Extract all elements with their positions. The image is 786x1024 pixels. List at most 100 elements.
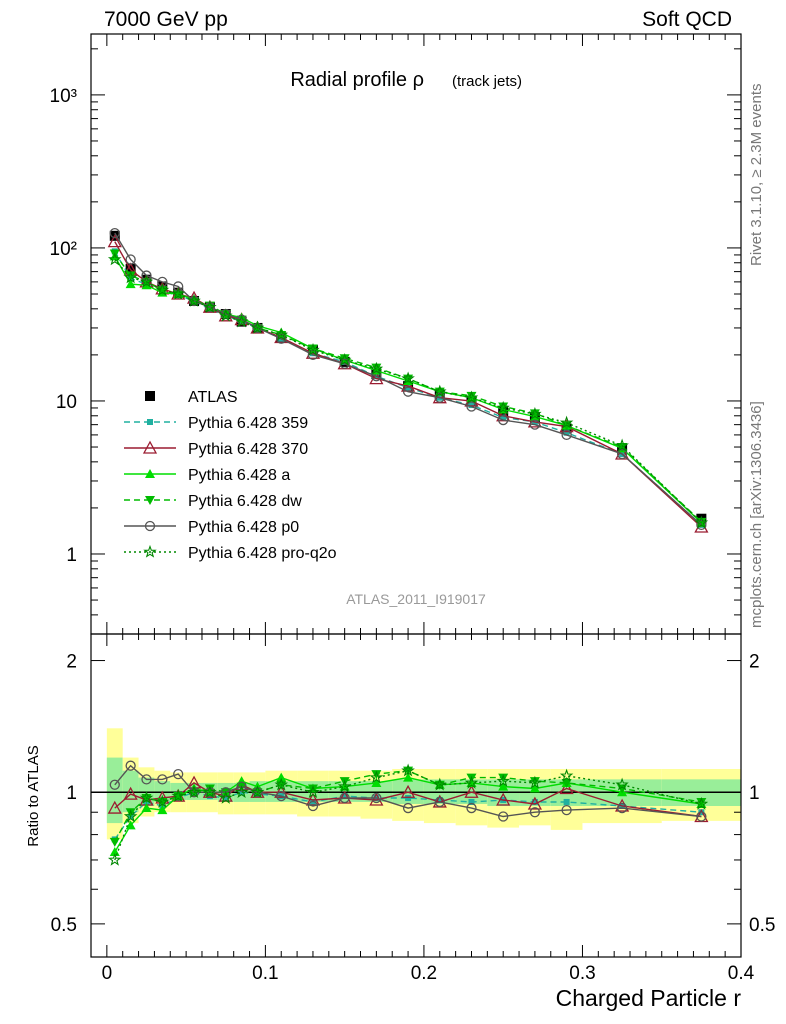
main-panel-frame (90, 33, 742, 635)
ratio-point-pythia-6-428-359 (405, 795, 412, 802)
main-point-pythia-6-428-p0 (173, 281, 184, 292)
ratio-point-pythia-6-428-dw (125, 808, 136, 818)
ratio-point-pythia-6-428-p0 (402, 802, 414, 814)
main-point-pythia-6-428-370 (107, 234, 122, 248)
ratio-point-pythia-6-428-pro-q2o (464, 775, 479, 789)
legend-marker-atlas (145, 391, 155, 401)
ratio-point-pythia-6-428-p0 (696, 811, 707, 822)
ratio-point-pythia-6-428-a (371, 777, 382, 787)
ratio-point-pythia-6-428-359 (238, 789, 245, 796)
ratio-line-pythia-6-428-370 (114, 782, 702, 818)
ratio-point-pythia-6-428-359 (563, 798, 570, 805)
ratio-panel-frame (90, 633, 742, 958)
main-line-pythia-6-428-p0 (114, 232, 702, 526)
ratio-point-pythia-6-428-pro-q2o (139, 790, 154, 804)
main-point-pythia-6-428-pro-q2o (559, 415, 574, 429)
main-point-pythia-6-428-pro-q2o (250, 320, 265, 334)
main-point-pythia-6-428-pro-q2o (306, 342, 320, 356)
y-tick-label: 1 (66, 545, 77, 566)
x-tick-label: 0.2 (411, 963, 437, 984)
ratio-line-pythia-6-428-p0 (114, 764, 702, 818)
main-point-pythia-6-428-pro-q2o (107, 252, 122, 266)
y-tick-label-right: 0.5 (749, 915, 775, 936)
ratio-point-pythia-6-428-p0 (529, 807, 541, 818)
legend-marker-pythia-6-428-a (145, 469, 155, 478)
y-tick-label: 0.5 (51, 915, 77, 936)
ratio-point-pythia-6-428-pro-q2o (187, 785, 201, 799)
main-line-pythia-6-428-a (114, 256, 702, 524)
legend-label-atlas: ATLAS (188, 389, 238, 406)
main-series-pythia-6-428-pro-q2o (107, 252, 709, 529)
x-tick-label: 0.1 (252, 963, 278, 984)
ratio-point-pythia-6-428-dw (498, 773, 509, 783)
ratio-point-pythia-6-428-370 (274, 784, 289, 798)
ratio-point-pythia-6-428-pro-q2o (123, 809, 138, 823)
main-point-pythia-6-428-pro-q2o (694, 515, 709, 529)
ratio-point-pythia-6-428-pro-q2o (234, 785, 249, 799)
main-point-pythia-6-428-359 (563, 429, 570, 436)
ratio-line-pythia-6-428-359 (114, 791, 702, 840)
ratio-line-pythia-6-428-a (114, 776, 702, 853)
ratio-point-pythia-6-428-370 (123, 786, 138, 800)
ratio-point-pythia-6-428-pro-q2o (401, 763, 415, 777)
legend-label-pythia-6-428-a: Pythia 6.428 a (188, 467, 290, 484)
side-label-mcplots: mcplots.cern.ch [arXiv:1306.3436] (748, 401, 765, 628)
band-inner-bin (122, 770, 139, 813)
ratio-point-pythia-6-428-370 (305, 792, 321, 806)
legend-label-pythia-6-428-370: Pythia 6.428 370 (188, 441, 308, 458)
legend-label-pythia-6-428-dw: Pythia 6.428 dw (188, 493, 302, 510)
header-right: Soft QCD (642, 8, 732, 31)
ratio-point-pythia-6-428-359 (436, 796, 443, 803)
ratio-line-pythia-6-428-dw (114, 769, 702, 843)
main-point-pythia-6-428-pro-q2o (139, 274, 154, 288)
main-point-pythia-6-428-pro-q2o (171, 286, 185, 300)
ratio-point-pythia-6-428-370 (107, 800, 122, 814)
legend-label-pythia-6-428-p0: Pythia 6.428 p0 (188, 519, 299, 536)
main-point-pythia-6-428-359 (500, 414, 507, 421)
ratio-point-pythia-6-428-370 (527, 796, 542, 810)
y-tick-label: 10² (50, 239, 77, 260)
main-point-pythia-6-428-dw (307, 344, 318, 354)
main-point-pythia-6-428-pro-q2o (274, 327, 289, 341)
ratio-point-pythia-6-428-pro-q2o (337, 779, 352, 793)
ratio-point-pythia-6-428-pro-q2o (496, 773, 510, 787)
ratio-point-pythia-6-428-pro-q2o (615, 777, 629, 791)
legend-marker-pythia-6-428-pro-q2o (143, 544, 157, 558)
ratio-point-pythia-6-428-pro-q2o (250, 785, 265, 799)
main-point-pythia-6-428-p0 (157, 276, 168, 288)
ratio-point-pythia-6-428-dw (561, 778, 572, 788)
ratio-point-pythia-6-428-370 (615, 798, 630, 812)
ratio-point-pythia-6-428-p0 (109, 779, 120, 790)
y-tick-label: 1 (66, 783, 77, 804)
ratio-point-pythia-6-428-pro-q2o (171, 788, 185, 802)
ratio-point-pythia-6-428-359 (341, 793, 348, 800)
ratio-point-pythia-6-428-pro-q2o (369, 770, 384, 784)
main-point-pythia-6-428-pro-q2o (155, 282, 170, 296)
ratio-point-pythia-6-428-p0 (561, 804, 572, 816)
ratio-point-pythia-6-428-dw (204, 784, 215, 794)
ratio-point-pythia-6-428-pro-q2o (432, 777, 447, 791)
main-point-pythia-6-428-p0 (498, 414, 509, 426)
main-point-pythia-6-428-pro-q2o (496, 400, 510, 414)
y-tick-label: 10 (56, 392, 77, 413)
ratio-point-pythia-6-428-370 (464, 784, 479, 798)
legend-label-pythia-6-428-pro-q2o: Pythia 6.428 pro-q2o (188, 545, 337, 562)
ratio-point-pythia-6-428-pro-q2o (528, 775, 542, 789)
ratio-point-pythia-6-428-a (141, 803, 152, 813)
main-point-pythia-6-428-dw (529, 409, 540, 419)
ratio-point-pythia-6-428-dw (371, 770, 382, 780)
ratio-point-pythia-6-428-359 (531, 798, 538, 805)
ratio-point-pythia-6-428-370 (559, 781, 574, 795)
ratio-point-pythia-6-428-a (276, 772, 287, 782)
main-point-pythia-6-428-pro-q2o (528, 406, 542, 420)
main-point-pythia-6-428-pro-q2o (218, 308, 233, 322)
ratio-point-pythia-6-428-359 (468, 798, 475, 805)
ratio-point-pythia-6-428-pro-q2o (107, 852, 122, 866)
main-point-pythia-6-428-p0 (141, 270, 152, 281)
ratio-point-pythia-6-428-370 (496, 792, 511, 806)
y-tick-label-right: 1 (749, 783, 760, 804)
ratio-point-pythia-6-428-370 (400, 784, 416, 798)
main-point-pythia-6-428-p0 (561, 429, 572, 441)
legend-marker-pythia-6-428-359 (147, 419, 153, 425)
ratio-point-pythia-6-428-pro-q2o (694, 796, 709, 810)
